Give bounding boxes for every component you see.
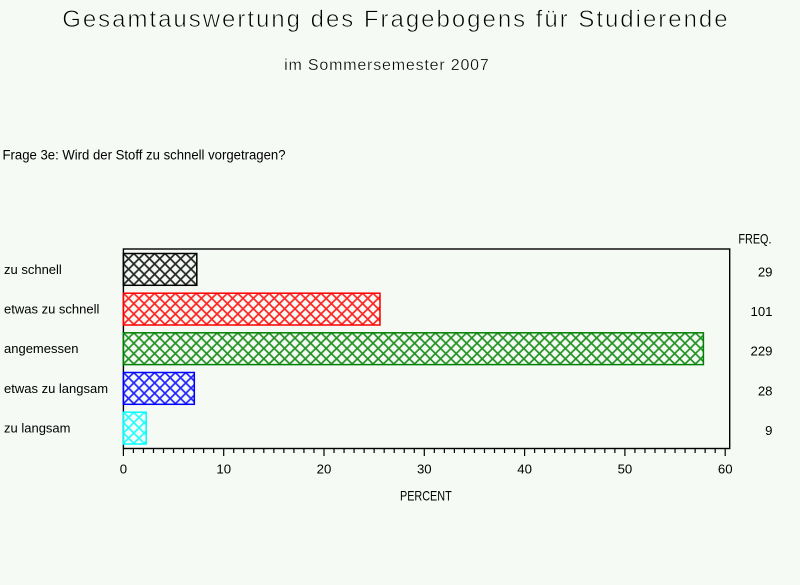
svg-text:30: 30 xyxy=(417,461,432,476)
svg-text:etwas zu langsam: etwas zu langsam xyxy=(4,381,108,396)
svg-text:Frage 3e: Wird der Stoff zu sc: Frage 3e: Wird der Stoff zu schnell vorg… xyxy=(3,148,286,163)
svg-text:FREQ.: FREQ. xyxy=(738,230,771,246)
svg-text:Gesamtauswertung des Frageboge: Gesamtauswertung des Fragebogens für Stu… xyxy=(62,6,727,33)
svg-text:101: 101 xyxy=(750,304,772,319)
svg-text:28: 28 xyxy=(758,383,773,398)
svg-text:29: 29 xyxy=(758,265,773,280)
svg-text:60: 60 xyxy=(718,461,733,476)
svg-text:etwas zu schnell: etwas zu schnell xyxy=(4,302,99,317)
svg-text:50: 50 xyxy=(618,461,633,476)
svg-text:40: 40 xyxy=(517,461,532,476)
svg-text:angemessen: angemessen xyxy=(4,341,78,356)
svg-text:zu schnell: zu schnell xyxy=(4,262,62,277)
svg-text:229: 229 xyxy=(750,344,772,359)
svg-text:PERCENT: PERCENT xyxy=(400,487,452,503)
svg-text:10: 10 xyxy=(216,461,231,476)
svg-text:9: 9 xyxy=(765,423,772,438)
svg-text:0: 0 xyxy=(120,461,127,476)
svg-text:im Sommersemester 2007: im Sommersemester 2007 xyxy=(284,57,489,74)
svg-text:20: 20 xyxy=(317,461,332,476)
svg-text:zu langsam: zu langsam xyxy=(4,421,70,436)
